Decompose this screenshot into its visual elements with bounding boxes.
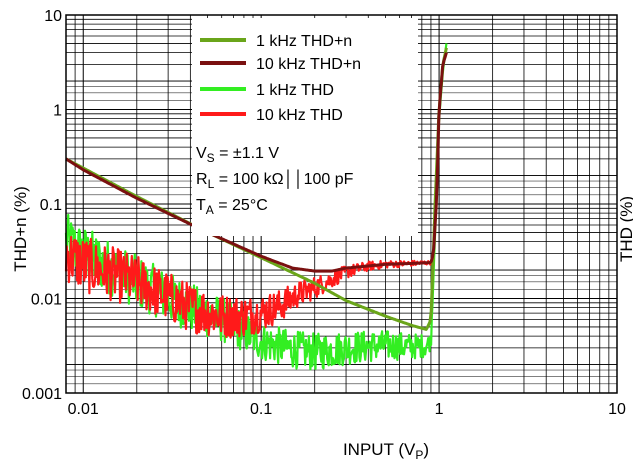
annotation-rl-rest: = 100 kΩ││100 pF (214, 169, 353, 189)
legend-label-10khz-thd: 10 kHz THD (256, 107, 343, 124)
legend-entry-10khz-thdn: 10 kHz THD+n (200, 56, 361, 73)
x-axis-label-main: INPUT (V (343, 440, 416, 459)
annotation-rl: RL = 100 kΩ││100 pF (196, 169, 354, 191)
x-tick-label: 10 (608, 401, 626, 418)
plot-frame (65, 14, 618, 394)
legend-box (192, 18, 418, 236)
annotation-ta-sub: A (206, 203, 214, 217)
legend-label-1khz-thd: 1 kHz THD (256, 82, 334, 99)
y-axis-label-right: THD (%) (617, 196, 633, 262)
annotation-rl-sub: L (208, 177, 215, 191)
x-tick-label: 1 (435, 401, 444, 418)
annotation-vs-sub: S (207, 151, 215, 165)
annotation-vs: VS = ±1.1 V (196, 145, 279, 165)
annotation-ta: TA = 25°C (196, 197, 268, 217)
x-axis-label: INPUT (VP) (343, 440, 429, 462)
y-tick-label: 0.001 (22, 386, 62, 403)
annotation-vs-rest: = ±1.1 V (215, 145, 280, 162)
annotation-ta-main: T (196, 197, 206, 214)
x-tick-label: 0.1 (250, 401, 272, 418)
series-line-10-khz-thd-n (65, 52, 448, 273)
y-tick-label: 10 (44, 8, 62, 25)
legend: 1 kHz THD+n 10 kHz THD+n 1 kHz THD 10 kH… (192, 18, 418, 236)
legend-label-10khz-thdn: 10 kHz THD+n (256, 56, 361, 73)
legend-entry-1khz-thdn: 1 kHz THD+n (200, 33, 352, 50)
annotation-rl-main: R (196, 171, 208, 188)
annotation-vs-main: V (196, 145, 207, 162)
x-axis-label-sub: P (415, 448, 423, 462)
y-tick-label: 0.1 (40, 197, 62, 214)
x-axis-label-close: ) (423, 440, 429, 459)
annotation-ta-rest: = 25°C (214, 197, 268, 214)
y-axis-label: THD+n (%) (11, 186, 30, 271)
tick-labels: 0.01 0.1 1 10 0.001 0.01 0.1 1 10 (22, 8, 626, 418)
legend-label-1khz-thdn: 1 kHz THD+n (256, 33, 352, 50)
x-tick-label: 0.01 (68, 401, 99, 418)
y-tick-label: 1 (53, 103, 62, 120)
legend-entry-10khz-thd: 10 kHz THD (200, 107, 343, 124)
legend-entry-1khz-thd: 1 kHz THD (200, 82, 334, 99)
series-layer (64, 43, 448, 371)
y-tick-label: 0.01 (31, 292, 62, 309)
